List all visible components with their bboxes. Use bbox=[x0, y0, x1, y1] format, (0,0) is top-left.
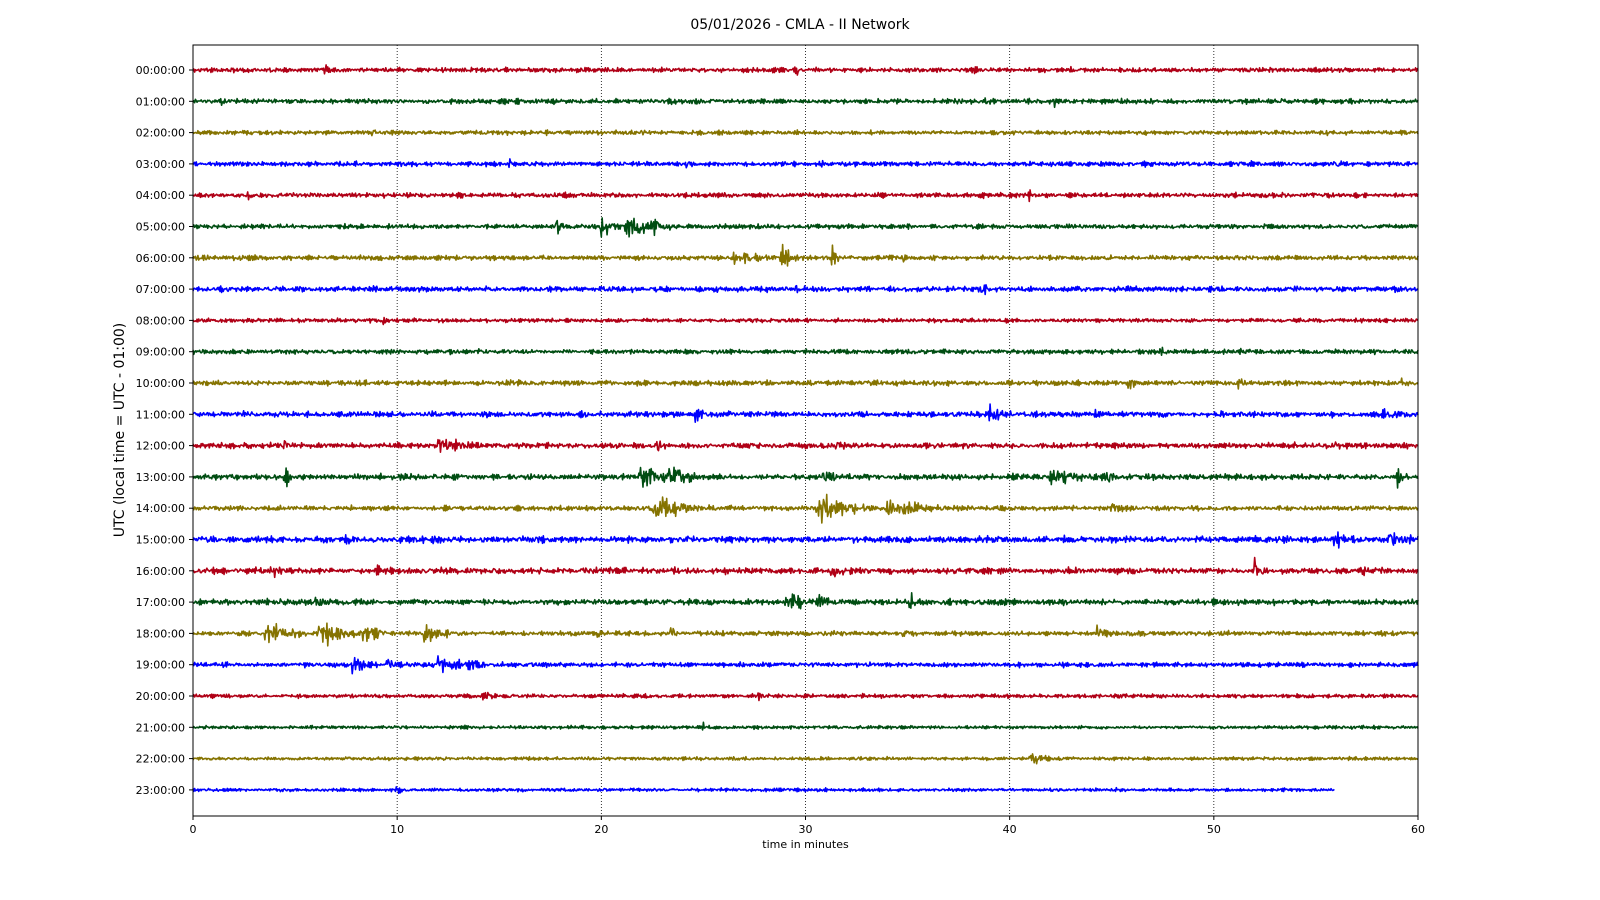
trace-row-12 bbox=[192, 438, 1419, 453]
y-tick-label: 21:00:00 bbox=[136, 721, 185, 734]
y-tick-label: 02:00:00 bbox=[136, 127, 185, 140]
trace-row-01 bbox=[192, 97, 1419, 109]
x-axis-label: time in minutes bbox=[762, 838, 849, 851]
y-axis-label: UTC (local time = UTC - 01:00) bbox=[112, 323, 128, 538]
y-tick-label: 23:00:00 bbox=[136, 784, 185, 797]
trace-row-14 bbox=[192, 493, 1419, 524]
y-tick-label: 07:00:00 bbox=[136, 283, 185, 296]
x-tick-label: 60 bbox=[1411, 823, 1425, 836]
trace-row-10 bbox=[192, 377, 1419, 390]
trace-row-04 bbox=[192, 189, 1419, 203]
y-tick-label: 11:00:00 bbox=[136, 408, 185, 421]
y-tick-label: 16:00:00 bbox=[136, 565, 185, 578]
y-tick-label: 14:00:00 bbox=[136, 502, 185, 515]
trace-row-00 bbox=[192, 64, 1419, 76]
trace-row-18 bbox=[192, 622, 1419, 647]
y-tick-label: 20:00:00 bbox=[136, 690, 185, 703]
x-tick-label: 0 bbox=[190, 823, 197, 836]
x-axis-ticks: 0 10 20 30 40 50 60 bbox=[190, 816, 1425, 836]
trace-row-17 bbox=[192, 591, 1419, 610]
trace-row-05 bbox=[192, 217, 1419, 238]
trace-row-13 bbox=[192, 466, 1419, 489]
trace-row-22 bbox=[192, 753, 1419, 765]
y-tick-label: 17:00:00 bbox=[136, 596, 185, 609]
trace-row-02 bbox=[192, 129, 1419, 137]
trace-row-21 bbox=[192, 721, 1419, 731]
y-tick-label: 10:00:00 bbox=[136, 377, 185, 390]
y-tick-label: 15:00:00 bbox=[136, 534, 185, 547]
y-tick-label: 00:00:00 bbox=[136, 64, 185, 77]
seismic-traces bbox=[192, 64, 1419, 795]
y-tick-label: 22:00:00 bbox=[136, 753, 185, 766]
trace-row-16 bbox=[192, 556, 1419, 579]
y-tick-label: 03:00:00 bbox=[136, 158, 185, 171]
trace-row-23 bbox=[192, 786, 1335, 795]
y-tick-label: 19:00:00 bbox=[136, 659, 185, 672]
y-tick-label: 08:00:00 bbox=[136, 314, 185, 327]
trace-row-15 bbox=[192, 531, 1419, 549]
trace-row-08 bbox=[192, 316, 1419, 326]
y-tick-label: 18:00:00 bbox=[136, 627, 185, 640]
y-tick-label: 05:00:00 bbox=[136, 221, 185, 234]
trace-row-11 bbox=[192, 403, 1419, 423]
trace-row-07 bbox=[192, 284, 1419, 296]
y-tick-label: 01:00:00 bbox=[136, 95, 185, 108]
y-tick-label: 06:00:00 bbox=[136, 252, 185, 265]
y-axis-ticks: 00:00:00 01:00:00 02:00:00 03:00:00 04:00:00… bbox=[136, 64, 193, 797]
y-tick-label: 04:00:00 bbox=[136, 189, 185, 202]
grid-lines bbox=[396, 45, 1215, 816]
trace-row-09 bbox=[192, 346, 1419, 356]
trace-row-06 bbox=[192, 243, 1419, 267]
chart-title: 05/01/2026 - CMLA - II Network bbox=[690, 17, 910, 33]
x-tick-label: 30 bbox=[799, 823, 813, 836]
trace-row-19 bbox=[192, 655, 1419, 675]
x-tick-label: 20 bbox=[594, 823, 608, 836]
plot-frame bbox=[192, 44, 1419, 817]
trace-row-20 bbox=[192, 691, 1419, 702]
x-tick-label: 40 bbox=[1003, 823, 1017, 836]
x-tick-label: 50 bbox=[1207, 823, 1221, 836]
y-tick-label: 13:00:00 bbox=[136, 471, 185, 484]
y-tick-label: 09:00:00 bbox=[136, 346, 185, 359]
trace-row-03 bbox=[192, 158, 1419, 169]
y-tick-label: 12:00:00 bbox=[136, 440, 185, 453]
x-tick-label: 10 bbox=[390, 823, 404, 836]
